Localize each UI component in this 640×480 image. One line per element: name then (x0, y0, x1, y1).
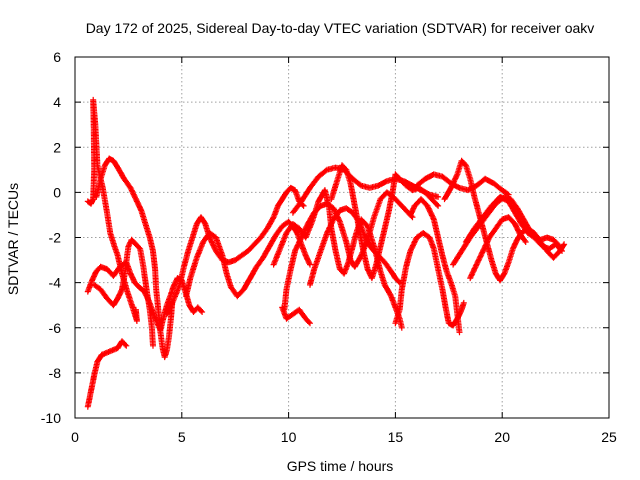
series-arc-13 (328, 162, 442, 282)
chart-title: Day 172 of 2025, Sidereal Day-to-day VTE… (86, 20, 595, 36)
x-tick-label: 10 (281, 429, 297, 445)
plot-frame (74, 56, 610, 419)
data-point-markers (163, 184, 307, 318)
series-arc-15 (407, 196, 463, 336)
x-tick-label: 25 (601, 429, 617, 445)
data-point-markers (407, 196, 463, 336)
data-point-markers (93, 155, 176, 361)
data-point-markers (392, 230, 467, 329)
data-point-markers (467, 214, 529, 282)
y-tick-label: -2 (49, 230, 62, 246)
y-tick-label: -10 (41, 410, 61, 426)
series-arc-20 (467, 214, 529, 282)
y-tick-label: -6 (49, 320, 62, 336)
y-tick-label: 0 (53, 184, 61, 200)
series-arc-1 (84, 338, 130, 410)
series-arc-6 (163, 184, 307, 318)
data-point-markers (462, 193, 563, 250)
series-arc-2 (84, 96, 140, 324)
data-point-markers (84, 338, 130, 410)
tick-labels: 0 5 10 15 20 25 -10 -8 -6 -4 -2 0 2 4 6 (41, 49, 617, 445)
y-tick-label: 2 (53, 139, 61, 155)
x-axis-label: GPS time / hours (287, 458, 394, 474)
x-tick-label: 20 (494, 429, 510, 445)
y-tick-label: -8 (49, 365, 62, 381)
data-point-markers (328, 162, 442, 282)
y-axis-label: SDTVAR / TECUs (5, 183, 21, 295)
series-arc-16 (413, 171, 512, 198)
data-point-markers (279, 304, 313, 327)
y-tick-label: 4 (53, 94, 61, 110)
y-tick-label: 6 (53, 49, 61, 65)
data-point-markers (413, 171, 512, 198)
data-point-markers (91, 236, 156, 349)
x-tick-label: 15 (388, 429, 404, 445)
data-point-markers (84, 96, 140, 324)
series-arc-19 (462, 193, 563, 250)
y-tick-label: -4 (49, 275, 62, 291)
series-arc-14 (392, 230, 467, 329)
series-arc-3 (93, 155, 176, 361)
series-arc-11 (279, 304, 313, 327)
data-marks (84, 96, 568, 410)
x-tick-label: 5 (178, 429, 186, 445)
series-arc-5 (91, 236, 156, 349)
x-tick-label: 0 (71, 429, 79, 445)
